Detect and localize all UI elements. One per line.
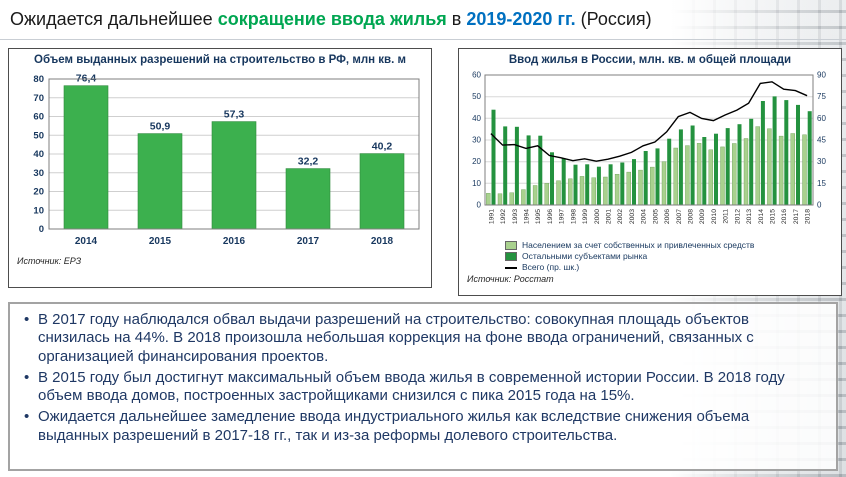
svg-text:2018: 2018 — [371, 236, 394, 247]
svg-text:2000: 2000 — [594, 209, 601, 224]
svg-text:70: 70 — [33, 93, 44, 104]
svg-text:2017: 2017 — [793, 209, 800, 224]
svg-text:2017: 2017 — [297, 236, 320, 247]
svg-text:1995: 1995 — [535, 209, 542, 224]
notes-box: В 2017 году наблюдался обвал выдачи разр… — [8, 302, 838, 471]
svg-text:60: 60 — [33, 112, 44, 123]
svg-text:10: 10 — [472, 179, 481, 188]
slide-header: Ожидается дальнейшее сокращение ввода жи… — [0, 0, 846, 40]
svg-text:32,2: 32,2 — [298, 156, 319, 168]
svg-text:2016: 2016 — [781, 209, 788, 224]
svg-text:80: 80 — [33, 74, 44, 85]
svg-text:10: 10 — [33, 206, 44, 217]
svg-text:30: 30 — [472, 136, 481, 145]
svg-text:0: 0 — [39, 224, 44, 235]
svg-text:2006: 2006 — [664, 209, 671, 224]
svg-text:2007: 2007 — [676, 209, 683, 224]
svg-text:2009: 2009 — [699, 209, 706, 224]
housing-chart-source: Источник: Росстат — [467, 274, 554, 285]
notes-list: В 2017 году наблюдался обвал выдачи разр… — [18, 311, 824, 445]
svg-text:60: 60 — [472, 71, 481, 80]
note-bullet: В 2017 году наблюдался обвал выдачи разр… — [18, 311, 824, 366]
housing-bar-line-chart: 0 10 20 30 40 50 60 0 15 30 45 60 75 90 1991 1992 1993 19… — [472, 71, 826, 225]
svg-text:2004: 2004 — [641, 209, 648, 224]
legend-item-market: Остальными субъектами рынка — [505, 251, 841, 262]
svg-text:50,9: 50,9 — [150, 121, 171, 133]
legend-label-individual: Населением за счет собственных и привлеч… — [522, 240, 755, 251]
svg-text:45: 45 — [817, 136, 826, 145]
legend-item-total: Всего (пр. шк.) — [505, 262, 841, 273]
legend-swatch-light-green — [505, 241, 517, 251]
svg-text:2005: 2005 — [652, 209, 659, 224]
svg-text:2008: 2008 — [688, 209, 695, 224]
svg-text:1991: 1991 — [488, 209, 495, 224]
housing-chart-panel: Ввод жилья в России, млн. кв. м общей пл… — [458, 48, 842, 296]
svg-text:1994: 1994 — [524, 209, 531, 224]
svg-text:75: 75 — [817, 93, 826, 102]
svg-text:1999: 1999 — [582, 209, 589, 224]
svg-text:2015: 2015 — [149, 236, 172, 247]
svg-text:60: 60 — [817, 114, 826, 123]
legend-label-total: Всего (пр. шк.) — [522, 262, 580, 273]
svg-text:2010: 2010 — [711, 209, 718, 224]
svg-text:1998: 1998 — [570, 209, 577, 224]
svg-text:20: 20 — [33, 187, 44, 198]
permits-chart-title: Объем выданных разрешений на строительст… — [34, 54, 406, 66]
title-text-3: (Россия) — [575, 9, 652, 29]
svg-text:57,3: 57,3 — [224, 109, 245, 121]
svg-text:15: 15 — [817, 179, 826, 188]
svg-text:2012: 2012 — [734, 209, 741, 224]
svg-text:90: 90 — [817, 71, 826, 80]
title-highlight-green: сокращение ввода жилья — [217, 9, 447, 29]
legend-item-individual: Населением за счет собственных и привлеч… — [505, 240, 841, 251]
svg-text:0: 0 — [817, 201, 822, 210]
svg-text:2002: 2002 — [617, 209, 624, 224]
legend-label-market: Остальными субъектами рынка — [522, 251, 648, 262]
svg-text:2011: 2011 — [723, 209, 730, 224]
svg-text:50: 50 — [33, 131, 44, 142]
svg-text:0: 0 — [477, 201, 482, 210]
title-text-2: в — [446, 9, 467, 29]
svg-text:2013: 2013 — [746, 209, 753, 224]
slide-title: Ожидается дальнейшее сокращение ввода жи… — [10, 9, 652, 29]
svg-text:1996: 1996 — [547, 209, 554, 224]
permits-chart-source: Источник: ЕРЗ — [17, 256, 82, 267]
svg-text:2014: 2014 — [75, 236, 98, 247]
svg-text:2018: 2018 — [805, 209, 812, 224]
svg-text:50: 50 — [472, 93, 481, 102]
svg-text:1997: 1997 — [559, 209, 566, 224]
note-bullet: В 2015 году был достигнут максимальный о… — [18, 369, 824, 406]
svg-text:40,2: 40,2 — [372, 141, 393, 153]
note-bullet: Ожидается дальнейшее замедление ввода ин… — [18, 408, 824, 445]
svg-text:1993: 1993 — [512, 209, 519, 224]
svg-text:2001: 2001 — [606, 209, 613, 224]
svg-text:40: 40 — [472, 114, 481, 123]
title-highlight-blue: 2019-2020 гг. — [466, 9, 576, 29]
svg-text:1992: 1992 — [500, 209, 507, 224]
permits-chart-panel: Объем выданных разрешений на строительст… — [8, 48, 432, 288]
svg-text:2014: 2014 — [758, 209, 765, 224]
title-text-1: Ожидается дальнейшее — [10, 9, 218, 29]
chart-legend: Населением за счет собственных и привлеч… — [505, 240, 841, 273]
svg-text:30: 30 — [33, 168, 44, 179]
svg-text:2015: 2015 — [770, 209, 777, 224]
housing-chart-title: Ввод жилья в России, млн. кв. м общей пл… — [508, 54, 792, 66]
legend-swatch-total-line — [505, 266, 517, 269]
legend-swatch-dark-green — [505, 252, 517, 262]
svg-text:2016: 2016 — [223, 236, 246, 247]
svg-text:20: 20 — [472, 158, 481, 167]
svg-text:2003: 2003 — [629, 209, 636, 224]
svg-text:30: 30 — [817, 158, 826, 167]
svg-text:40: 40 — [33, 149, 44, 160]
